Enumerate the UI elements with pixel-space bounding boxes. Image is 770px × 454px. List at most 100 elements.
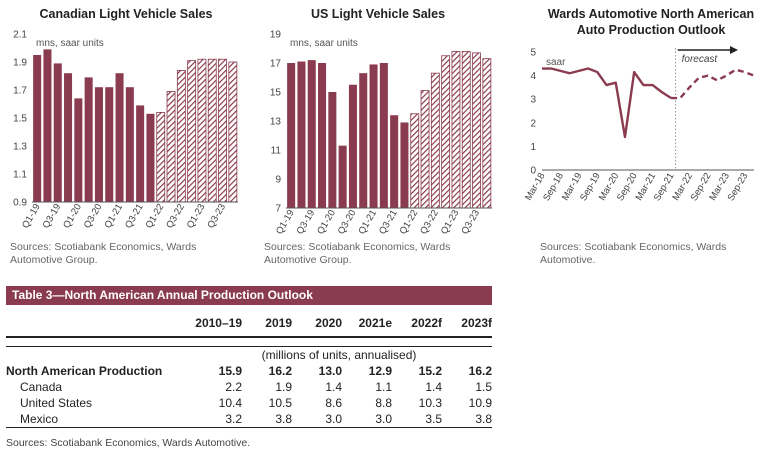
- canada-sales-chart: mns, saar units0.91.11.31.51.71.92.1Q1-1…: [13, 30, 238, 230]
- bar: [379, 63, 388, 208]
- chart-annotation: saar: [546, 57, 566, 68]
- bar: [441, 55, 451, 209]
- bar: [74, 98, 83, 202]
- cell: 1.1: [375, 380, 392, 394]
- chart-annotation: mns, saar units: [36, 38, 104, 49]
- y-tick-label: 2.1: [13, 30, 27, 41]
- table-header-blank: [6, 310, 186, 337]
- forecast-series-line: [671, 68, 755, 100]
- actual-series-line: [542, 67, 672, 139]
- x-tick-label: Q1-20: [315, 208, 338, 236]
- col-header: 2019: [265, 316, 292, 330]
- bar: [33, 55, 42, 202]
- forecast-label: forecast: [682, 54, 719, 65]
- col-header: 2020: [315, 316, 342, 330]
- cell: 1.4: [325, 380, 342, 394]
- canada-chart-source: Sources: Scotiabank Economics, Wards Aut…: [10, 241, 197, 266]
- x-tick-label: Q1-21: [102, 202, 125, 230]
- y-tick-label: 1.9: [13, 58, 27, 69]
- bar: [348, 84, 357, 208]
- bar: [359, 73, 368, 209]
- x-tick-label: Q3-21: [123, 202, 146, 230]
- bar: [451, 50, 461, 209]
- y-tick-label: 1.1: [13, 170, 27, 181]
- row-label: Canada: [20, 380, 63, 394]
- cell: 1.4: [425, 380, 442, 394]
- bar: [369, 64, 378, 208]
- y-tick-label: 19: [270, 30, 282, 41]
- y-tick-label: 1: [530, 142, 536, 153]
- cell: 16.2: [268, 364, 292, 378]
- cell: 10.5: [268, 396, 292, 410]
- col-header: 2021e: [358, 316, 392, 330]
- x-tick-label: Q1-22: [398, 208, 421, 236]
- col-header: 2022f: [411, 316, 442, 330]
- bar: [420, 90, 430, 209]
- y-tick-label: 0.9: [13, 198, 27, 209]
- cell: 2.2: [225, 380, 242, 394]
- cell: 3.8: [275, 412, 292, 426]
- cell: 10.3: [418, 396, 442, 410]
- bar: [328, 92, 337, 208]
- y-tick-label: 15: [270, 88, 282, 99]
- bar: [166, 91, 176, 203]
- table-units-row: (millions of units, annualised): [6, 347, 492, 364]
- bar: [84, 77, 93, 202]
- bar: [43, 49, 52, 203]
- table-units-blank: [6, 347, 186, 364]
- x-tick-label: Q1-23: [439, 208, 462, 236]
- y-tick-label: 1.5: [13, 114, 27, 125]
- bar: [430, 72, 440, 209]
- bar: [297, 61, 306, 208]
- us-chart-source: Sources: Scotiabank Economics, Wards Aut…: [264, 241, 451, 266]
- table-banner: Table 3—North American Annual Production…: [6, 286, 492, 305]
- bar: [156, 112, 166, 203]
- cell: 12.9: [368, 364, 392, 378]
- bar: [390, 115, 399, 208]
- cell: 15.9: [218, 364, 242, 378]
- x-tick-label: Q1-21: [356, 208, 379, 236]
- cell: 8.8: [375, 396, 392, 410]
- y-tick-label: 7: [275, 204, 281, 215]
- bar: [218, 58, 227, 203]
- wards-chart-source: Sources: Scotiabank Economics, Wards Aut…: [540, 241, 727, 266]
- row-label: United States: [20, 396, 93, 410]
- x-tick-label: Q3-23: [459, 208, 482, 236]
- cell: 3.8: [475, 412, 492, 426]
- bar: [64, 73, 73, 202]
- x-tick-label: Q3-21: [377, 208, 400, 236]
- table-row: United States 10.4 10.5 8.6 8.8 10.3 10.…: [6, 395, 492, 411]
- table-row: Mexico 3.2 3.8 3.0 3.0 3.5 3.8: [6, 411, 492, 428]
- bar: [176, 70, 186, 203]
- bar: [105, 87, 114, 202]
- x-tick-label: Q3-20: [82, 202, 105, 230]
- bar: [307, 60, 316, 208]
- cell: 3.2: [225, 412, 242, 426]
- bar: [187, 60, 197, 203]
- row-label: North American Production: [6, 364, 163, 378]
- cell: 13.0: [318, 364, 342, 378]
- table-header-row: 2010–19 2019 2020 2021e 2022f 2023f: [6, 310, 492, 337]
- col-header: 2010–19: [195, 316, 242, 330]
- x-tick-label: Q1-20: [61, 202, 84, 230]
- us-chart-title: US Light Vehicle Sales: [310, 7, 446, 21]
- y-tick-label: 4: [530, 71, 536, 82]
- cell: 3.0: [325, 412, 342, 426]
- y-tick-label: 9: [275, 175, 281, 186]
- bar: [207, 58, 217, 203]
- us-sales-chart: mns, saar units791113151719Q1-19Q3-19Q1-…: [270, 30, 492, 236]
- x-tick-label: Q1-22: [144, 202, 167, 230]
- cell: 8.6: [325, 396, 342, 410]
- y-tick-label: 5: [530, 48, 536, 59]
- x-tick-label: Q3-22: [164, 202, 187, 230]
- table-row: North American Production 15.9 16.2 13.0…: [6, 363, 492, 379]
- y-tick-label: 13: [270, 117, 282, 128]
- y-tick-label: 2: [530, 118, 536, 129]
- x-tick-label: Q3-23: [205, 202, 228, 230]
- table-rule-row: [6, 336, 492, 347]
- y-tick-label: 3: [530, 95, 536, 106]
- y-tick-label: 17: [270, 59, 282, 70]
- bar: [287, 63, 296, 208]
- cell: 3.0: [375, 412, 392, 426]
- bar: [115, 73, 124, 202]
